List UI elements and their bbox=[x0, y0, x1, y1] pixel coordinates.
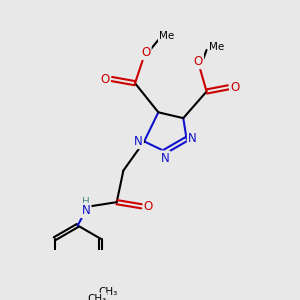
Text: Me: Me bbox=[159, 31, 174, 41]
Text: CH₃: CH₃ bbox=[87, 294, 106, 300]
Text: O: O bbox=[230, 81, 239, 94]
Text: O: O bbox=[100, 73, 110, 85]
Text: O: O bbox=[141, 46, 151, 59]
Text: N: N bbox=[134, 135, 143, 148]
Text: H: H bbox=[82, 197, 90, 207]
Text: Me: Me bbox=[209, 42, 224, 52]
Text: N: N bbox=[160, 152, 169, 165]
Text: N: N bbox=[188, 132, 197, 146]
Text: CH₃: CH₃ bbox=[98, 287, 117, 297]
Text: O: O bbox=[194, 55, 203, 68]
Text: N: N bbox=[82, 204, 90, 217]
Text: O: O bbox=[144, 200, 153, 213]
